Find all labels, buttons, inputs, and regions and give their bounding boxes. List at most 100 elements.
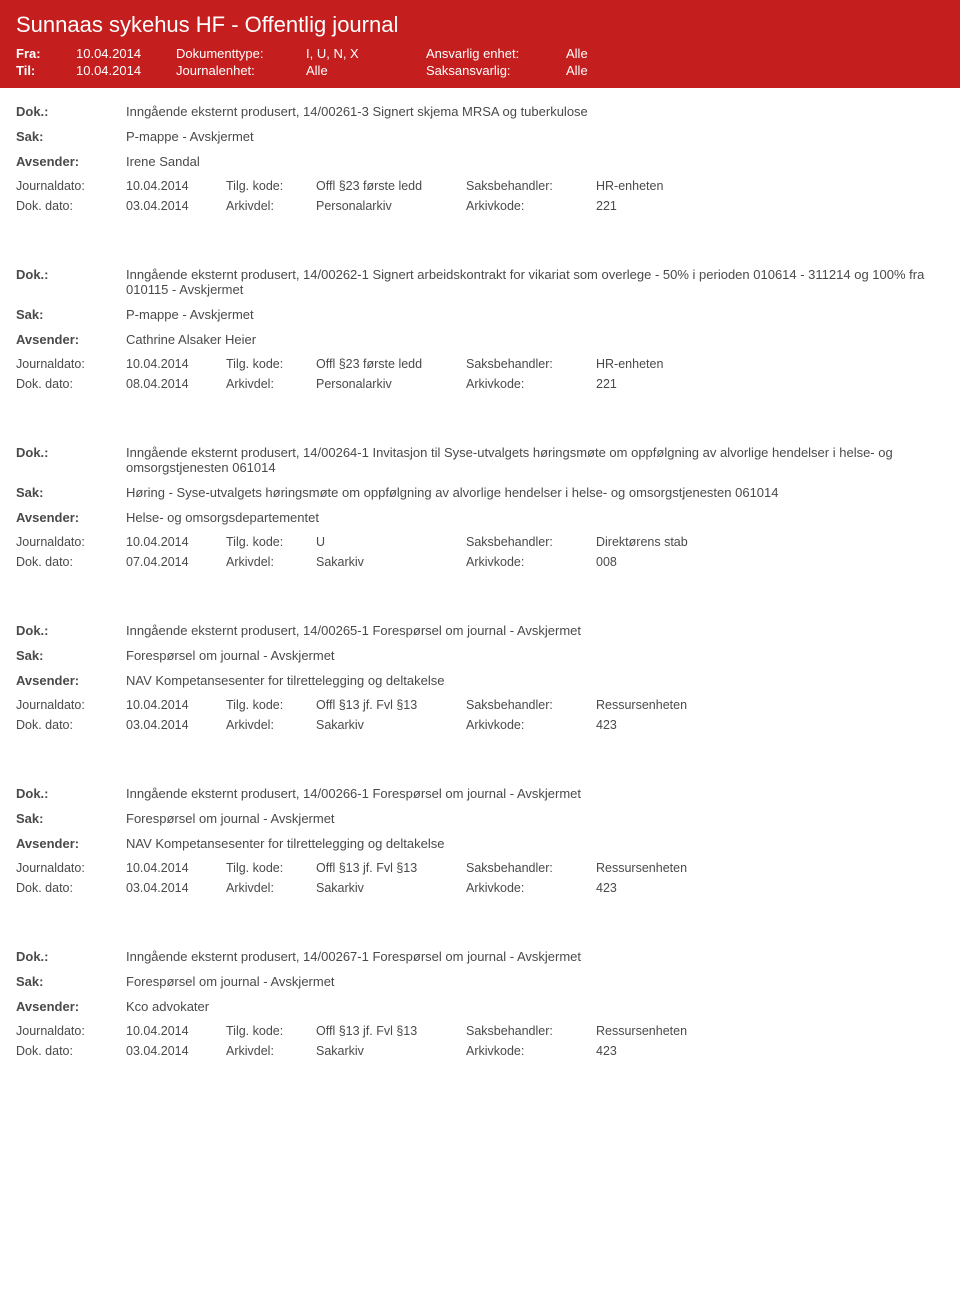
saksbehandler-label: Saksbehandler: — [466, 179, 596, 193]
tilgkode-label: Tilg. kode: — [226, 357, 316, 371]
arkivdel-label: Arkivdel: — [226, 718, 316, 732]
dokdato-value: 03.04.2014 — [126, 1044, 226, 1058]
dok-text: Inngående eksternt produsert, 14/00265-1… — [126, 623, 944, 638]
avsender-label: Avsender: — [16, 673, 126, 688]
dok-label: Dok.: — [16, 623, 126, 638]
saksbehandler-label: Saksbehandler: — [466, 1024, 596, 1038]
dokdato-value: 03.04.2014 — [126, 199, 226, 213]
til-value: 10.04.2014 — [76, 63, 176, 78]
avsender-text: NAV Kompetansesenter for tilrettelegging… — [126, 836, 944, 851]
tilgkode-label: Tilg. kode: — [226, 535, 316, 549]
avsender-label: Avsender: — [16, 999, 126, 1014]
dok-row: Dok.: Inngående eksternt produsert, 14/0… — [16, 267, 944, 297]
doktype-label: Dokumenttype: — [176, 46, 306, 61]
journal-entry: Dok.: Inngående eksternt produsert, 14/0… — [0, 933, 960, 1068]
dokdato-label: Dok. dato: — [16, 555, 126, 569]
dok-text: Inngående eksternt produsert, 14/00262-1… — [126, 267, 944, 297]
dokdato-value: 03.04.2014 — [126, 881, 226, 895]
doktype-value: I, U, N, X — [306, 46, 426, 61]
sak-label: Sak: — [16, 307, 126, 322]
arkivkode-label: Arkivkode: — [466, 1044, 596, 1058]
sak-label: Sak: — [16, 974, 126, 989]
sak-label: Sak: — [16, 485, 126, 500]
saksansvarlig-value: Alle — [566, 63, 646, 78]
sak-text: P-mappe - Avskjermet — [126, 129, 944, 144]
avsender-row: Avsender: NAV Kompetansesenter for tilre… — [16, 836, 944, 851]
meta-row-2: Dok. dato: 03.04.2014 Arkivdel: Sakarkiv… — [16, 718, 944, 732]
arkivdel-label: Arkivdel: — [226, 199, 316, 213]
sak-text: Forespørsel om journal - Avskjermet — [126, 974, 944, 989]
tilgkode-value: Offl §13 jf. Fvl §13 — [316, 698, 466, 712]
til-label: Til: — [16, 63, 76, 78]
sak-label: Sak: — [16, 129, 126, 144]
meta-row-2: Dok. dato: 07.04.2014 Arkivdel: Sakarkiv… — [16, 555, 944, 569]
saksansvarlig-label: Saksansvarlig: — [426, 63, 566, 78]
meta-row-1: Journaldato: 10.04.2014 Tilg. kode: Offl… — [16, 179, 944, 193]
meta-row-1: Journaldato: 10.04.2014 Tilg. kode: Offl… — [16, 1024, 944, 1038]
avsender-row: Avsender: NAV Kompetansesenter for tilre… — [16, 673, 944, 688]
journal-entry: Dok.: Inngående eksternt produsert, 14/0… — [0, 429, 960, 579]
saksbehandler-label: Saksbehandler: — [466, 357, 596, 371]
journaldato-value: 10.04.2014 — [126, 861, 226, 875]
meta-row-1: Journaldato: 10.04.2014 Tilg. kode: U Sa… — [16, 535, 944, 549]
sak-row: Sak: Høring - Syse-utvalgets høringsmøte… — [16, 485, 944, 500]
sak-row: Sak: P-mappe - Avskjermet — [16, 307, 944, 322]
dokdato-value: 03.04.2014 — [126, 718, 226, 732]
journaldato-value: 10.04.2014 — [126, 357, 226, 371]
avsender-label: Avsender: — [16, 332, 126, 347]
sak-label: Sak: — [16, 648, 126, 663]
journaldato-label: Journaldato: — [16, 179, 126, 193]
dok-label: Dok.: — [16, 445, 126, 460]
journaldato-value: 10.04.2014 — [126, 1024, 226, 1038]
dok-label: Dok.: — [16, 786, 126, 801]
arkivkode-label: Arkivkode: — [466, 555, 596, 569]
arkivkode-value: 423 — [596, 881, 676, 895]
saksbehandler-label: Saksbehandler: — [466, 698, 596, 712]
meta-row-1: Journaldato: 10.04.2014 Tilg. kode: Offl… — [16, 861, 944, 875]
journaldato-label: Journaldato: — [16, 861, 126, 875]
journaldato-label: Journaldato: — [16, 357, 126, 371]
journal-entry: Dok.: Inngående eksternt produsert, 14/0… — [0, 251, 960, 401]
fra-value: 10.04.2014 — [76, 46, 176, 61]
dok-text: Inngående eksternt produsert, 14/00261-3… — [126, 104, 944, 119]
saksbehandler-label: Saksbehandler: — [466, 861, 596, 875]
tilgkode-label: Tilg. kode: — [226, 698, 316, 712]
dok-text: Inngående eksternt produsert, 14/00267-1… — [126, 949, 944, 964]
saksbehandler-value: HR-enheten — [596, 179, 944, 193]
arkivkode-label: Arkivkode: — [466, 718, 596, 732]
arkivdel-label: Arkivdel: — [226, 1044, 316, 1058]
dokdato-label: Dok. dato: — [16, 377, 126, 391]
avsender-text: Kco advokater — [126, 999, 944, 1014]
dokdato-value: 07.04.2014 — [126, 555, 226, 569]
meta-row-1: Journaldato: 10.04.2014 Tilg. kode: Offl… — [16, 698, 944, 712]
avsender-text: NAV Kompetansesenter for tilrettelegging… — [126, 673, 944, 688]
journaldato-value: 10.04.2014 — [126, 535, 226, 549]
dok-row: Dok.: Inngående eksternt produsert, 14/0… — [16, 445, 944, 475]
arkivkode-value: 008 — [596, 555, 676, 569]
sak-row: Sak: P-mappe - Avskjermet — [16, 129, 944, 144]
tilgkode-label: Tilg. kode: — [226, 861, 316, 875]
ansvarlig-label: Ansvarlig enhet: — [426, 46, 566, 61]
arkivdel-value: Personalarkiv — [316, 377, 466, 391]
arkivkode-value: 221 — [596, 199, 676, 213]
journaldato-value: 10.04.2014 — [126, 698, 226, 712]
avsender-text: Irene Sandal — [126, 154, 944, 169]
meta-row-1: Journaldato: 10.04.2014 Tilg. kode: Offl… — [16, 357, 944, 371]
sak-text: P-mappe - Avskjermet — [126, 307, 944, 322]
dok-row: Dok.: Inngående eksternt produsert, 14/0… — [16, 949, 944, 964]
dok-text: Inngående eksternt produsert, 14/00266-1… — [126, 786, 944, 801]
sak-text: Forespørsel om journal - Avskjermet — [126, 648, 944, 663]
arkivkode-value: 423 — [596, 1044, 676, 1058]
entries-container: Dok.: Inngående eksternt produsert, 14/0… — [0, 88, 960, 1068]
saksbehandler-value: HR-enheten — [596, 357, 944, 371]
tilgkode-label: Tilg. kode: — [226, 1024, 316, 1038]
tilgkode-value: Offl §13 jf. Fvl §13 — [316, 861, 466, 875]
journaldato-label: Journaldato: — [16, 698, 126, 712]
arkivdel-label: Arkivdel: — [226, 377, 316, 391]
page-header: Sunnaas sykehus HF - Offentlig journal F… — [0, 0, 960, 88]
dokdato-label: Dok. dato: — [16, 199, 126, 213]
sak-row: Sak: Forespørsel om journal - Avskjermet — [16, 648, 944, 663]
journaldato-label: Journaldato: — [16, 1024, 126, 1038]
tilgkode-label: Tilg. kode: — [226, 179, 316, 193]
dokdato-value: 08.04.2014 — [126, 377, 226, 391]
